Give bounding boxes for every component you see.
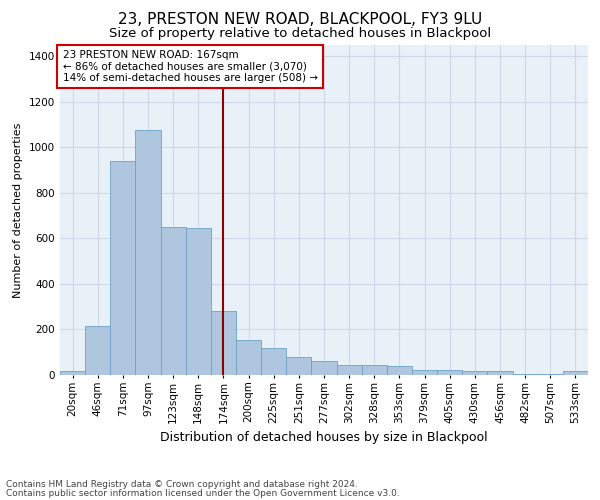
Bar	[161, 227, 186, 375]
Text: Contains HM Land Registry data © Crown copyright and database right 2024.: Contains HM Land Registry data © Crown c…	[6, 480, 358, 489]
Bar	[487, 371, 512, 375]
Bar	[512, 374, 538, 375]
Text: 23 PRESTON NEW ROAD: 167sqm
← 86% of detached houses are smaller (3,070)
14% of : 23 PRESTON NEW ROAD: 167sqm ← 86% of det…	[62, 50, 317, 83]
Bar	[563, 371, 588, 375]
Bar	[437, 370, 462, 375]
Y-axis label: Number of detached properties: Number of detached properties	[13, 122, 23, 298]
Text: Contains public sector information licensed under the Open Government Licence v3: Contains public sector information licen…	[6, 490, 400, 498]
Bar	[110, 161, 136, 375]
Bar	[236, 340, 261, 375]
Bar	[261, 348, 286, 375]
Bar	[311, 362, 337, 375]
Text: Size of property relative to detached houses in Blackpool: Size of property relative to detached ho…	[109, 28, 491, 40]
Bar	[362, 365, 387, 375]
Bar	[538, 374, 563, 375]
Bar	[60, 371, 85, 375]
Bar	[211, 312, 236, 375]
Bar	[412, 370, 437, 375]
Bar	[462, 371, 487, 375]
Bar	[85, 326, 110, 375]
Bar	[136, 130, 161, 375]
Bar	[286, 357, 311, 375]
Text: 23, PRESTON NEW ROAD, BLACKPOOL, FY3 9LU: 23, PRESTON NEW ROAD, BLACKPOOL, FY3 9LU	[118, 12, 482, 28]
Bar	[387, 366, 412, 375]
Bar	[186, 228, 211, 375]
X-axis label: Distribution of detached houses by size in Blackpool: Distribution of detached houses by size …	[160, 431, 488, 444]
Bar	[337, 365, 362, 375]
